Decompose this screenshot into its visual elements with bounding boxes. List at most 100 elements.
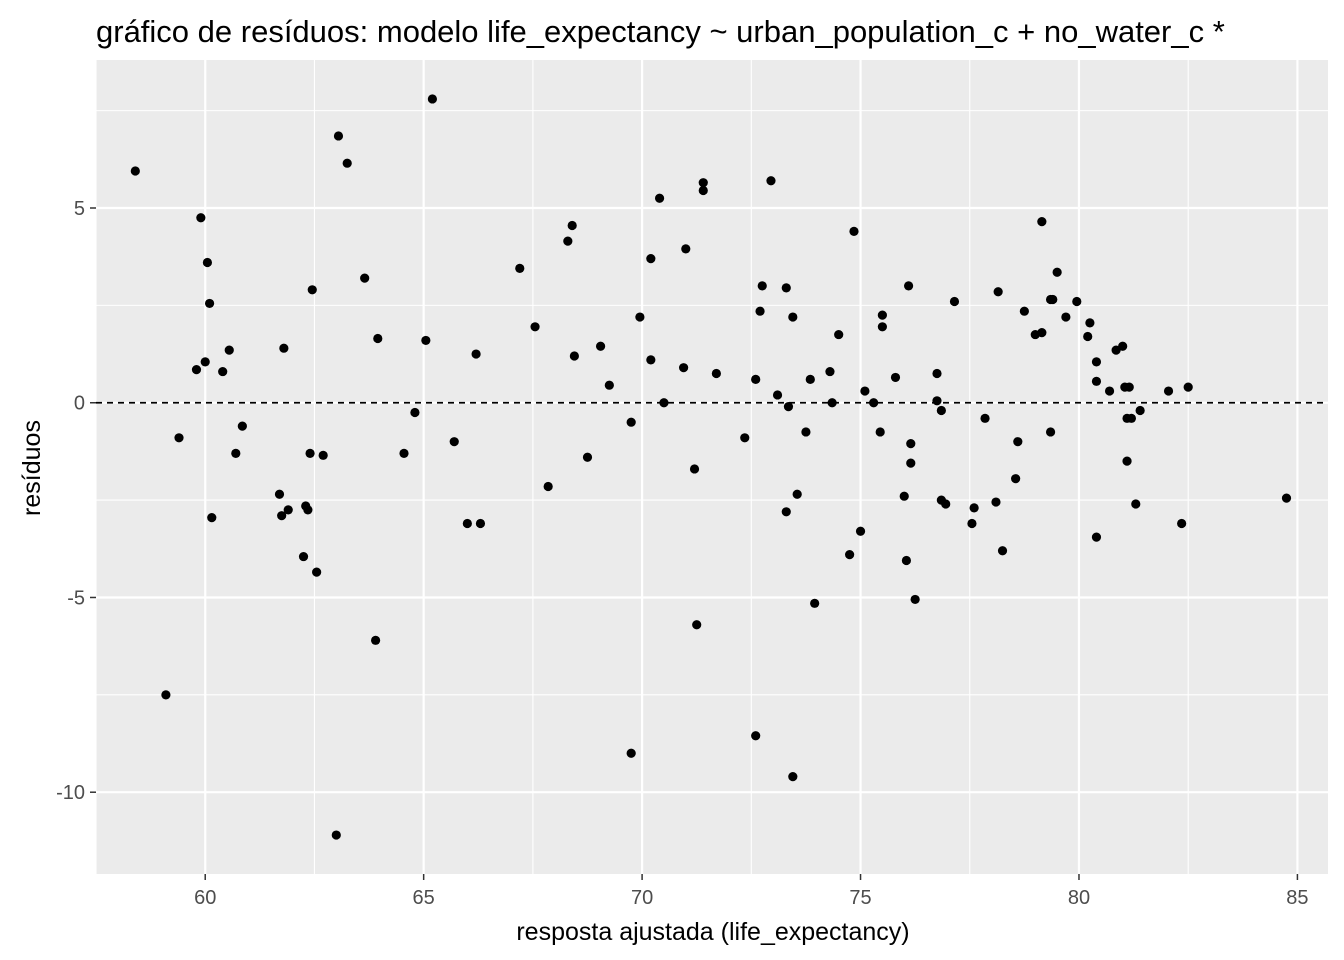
data-point [1061,312,1071,322]
data-point [1011,474,1021,484]
y-axis-ticks: -10 -5 0 5 [56,198,96,804]
data-point [932,396,942,406]
data-point [969,503,979,513]
data-point [941,499,951,509]
data-point [604,380,614,390]
data-point [1126,413,1137,423]
data-point [788,312,798,322]
data-point [692,620,702,630]
data-point [360,273,370,283]
data-point [449,437,459,447]
data-point [681,244,691,254]
data-point [462,518,472,529]
x-tick-label: 70 [631,887,653,909]
y-tick-label: -5 [67,587,85,609]
points-layer [130,94,1292,840]
data-point [757,281,767,291]
data-point [967,518,977,529]
data-point [646,355,656,365]
x-axis-ticks: 60 65 70 75 80 85 [194,874,1309,909]
data-point [218,366,228,377]
data-point [231,448,241,458]
data-point [801,427,811,437]
data-point [1163,386,1174,396]
data-point [161,690,171,700]
data-point [860,386,870,396]
data-point [901,555,912,566]
data-point [1072,296,1082,307]
data-point [740,433,750,443]
data-point [659,398,669,408]
data-point [207,513,217,523]
data-point [755,306,765,316]
data-point [788,772,798,782]
data-point [1122,456,1132,466]
data-point [303,505,313,515]
grid-major [96,60,1328,874]
data-point [196,213,206,223]
data-point [781,283,791,293]
data-point [899,491,909,501]
data-point [906,439,916,449]
data-point [305,448,315,458]
data-point [877,310,887,320]
y-tick-label: 5 [74,198,85,220]
data-point [626,417,636,427]
data-point [204,298,215,309]
data-point [646,254,656,264]
data-point [333,131,344,141]
data-point [949,296,960,307]
data-point [1131,499,1141,509]
y-tick-label: -10 [56,782,85,804]
data-point [1013,437,1023,447]
x-tick-label: 85 [1286,887,1308,909]
data-point [421,335,431,346]
data-point [1037,217,1047,227]
x-tick-label: 60 [194,887,216,909]
data-point [877,322,887,332]
data-point [331,830,341,840]
data-point [563,236,573,246]
data-point [834,329,844,340]
data-point [1019,306,1029,316]
data-point [906,458,916,468]
data-point [595,341,606,351]
data-point [373,333,383,344]
data-point [827,398,837,408]
data-point [582,452,593,462]
data-point [751,731,761,741]
data-point [543,481,553,492]
data-point [1048,294,1058,305]
data-point [191,365,202,375]
data-point [202,257,213,268]
data-point [1045,427,1056,437]
data-point [1124,382,1134,392]
data-point [936,405,946,416]
data-point [825,366,835,377]
data-point [810,598,820,608]
data-point [475,518,486,529]
data-point [903,281,914,291]
data-point [371,635,381,645]
x-axis-title: resposta ajustada (life_expectancy) [516,918,909,946]
data-point [312,567,322,577]
data-point [932,368,942,379]
data-point [849,226,859,236]
data-point [991,497,1001,507]
data-point [399,448,409,458]
data-point [781,507,791,517]
data-point [997,546,1008,556]
data-point [224,345,234,355]
data-point [783,402,794,412]
data-point [654,193,665,203]
data-point [174,433,184,443]
data-point [698,185,708,196]
data-point [1091,376,1102,386]
data-point [1083,331,1093,342]
data-point [890,372,901,383]
data-point [1118,341,1128,351]
data-point [689,464,700,474]
data-point [410,407,420,418]
data-point [855,526,866,536]
